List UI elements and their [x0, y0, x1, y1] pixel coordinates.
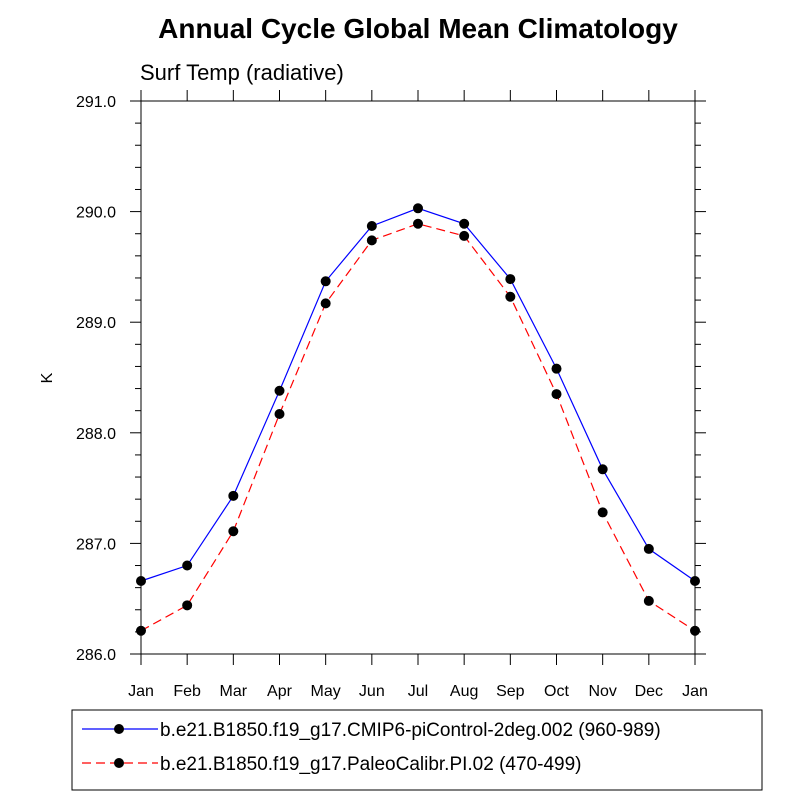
series-2-point	[597, 507, 608, 518]
series-2-point	[274, 408, 285, 419]
y-tick-label: 289.0	[76, 315, 116, 332]
x-tick-label: Nov	[588, 683, 616, 700]
series-1-point	[643, 543, 654, 554]
legend-marker-1	[114, 724, 124, 734]
x-tick-label: Aug	[450, 683, 478, 700]
legend: b.e21.B1850.f19_g17.CMIP6-piControl-2deg…	[71, 709, 763, 791]
series-1-point	[274, 385, 285, 396]
series-layer	[136, 203, 700, 636]
x-tick-label: Oct	[544, 683, 569, 700]
x-tick-label: Jan	[128, 683, 154, 700]
legend-marker-2	[114, 758, 124, 768]
series-1-point	[182, 560, 193, 571]
series-1-point	[320, 276, 331, 287]
series-2-point	[643, 595, 654, 606]
plot-frame	[140, 100, 696, 655]
series-1-point	[366, 220, 377, 231]
x-tick-label: Jan	[682, 683, 708, 700]
y-tick-label: 286.0	[76, 647, 116, 664]
series-1-point	[413, 203, 423, 214]
series-2-point	[413, 218, 423, 229]
y-tick-label: 290.0	[76, 205, 116, 222]
x-tick-label: Feb	[173, 683, 201, 700]
series-1-point	[459, 218, 470, 229]
series-2-point	[182, 600, 193, 611]
x-tick-label: Mar	[220, 683, 248, 700]
y-tick-label: 287.0	[76, 536, 116, 553]
series-1-point	[551, 363, 562, 374]
x-tick-label: Sep	[496, 683, 525, 700]
series-1-point	[505, 274, 516, 285]
series-2-point	[228, 526, 239, 537]
x-tick-label: Dec	[635, 683, 663, 700]
y-tick-label: 291.0	[76, 94, 116, 111]
x-tick-label: Jun	[359, 683, 385, 700]
series-line-1	[140, 207, 696, 582]
legend-label-2: b.e21.B1850.f19_g17.PaleoCalibr.PI.02 (4…	[160, 754, 581, 775]
series-1-point	[228, 490, 239, 501]
legend-box	[71, 709, 763, 791]
legend-label-1: b.e21.B1850.f19_g17.CMIP6-piControl-2deg…	[160, 720, 661, 741]
series-2-point	[551, 389, 562, 400]
series-line-2	[140, 223, 696, 632]
chart-subtitle: Surf Temp (radiative)	[140, 60, 344, 85]
series-2-point	[505, 291, 516, 302]
series-2-point	[320, 298, 331, 309]
series-2-point	[366, 235, 377, 246]
y-axis-label: K	[39, 372, 56, 383]
y-tick-label: 288.0	[76, 426, 116, 443]
x-tick-label: Jul	[408, 683, 428, 700]
axis-ticks: Jan Feb Mar Apr May Jun Jul Aug Sep Oct Nov Dec Jan 2…	[76, 90, 708, 700]
x-tick-label: May	[311, 683, 341, 700]
x-tick-label: Apr	[267, 683, 293, 700]
chart-title: Annual Cycle Global Mean Climatology	[158, 13, 678, 44]
series-1-point	[597, 464, 608, 475]
series-2-point	[459, 230, 470, 241]
